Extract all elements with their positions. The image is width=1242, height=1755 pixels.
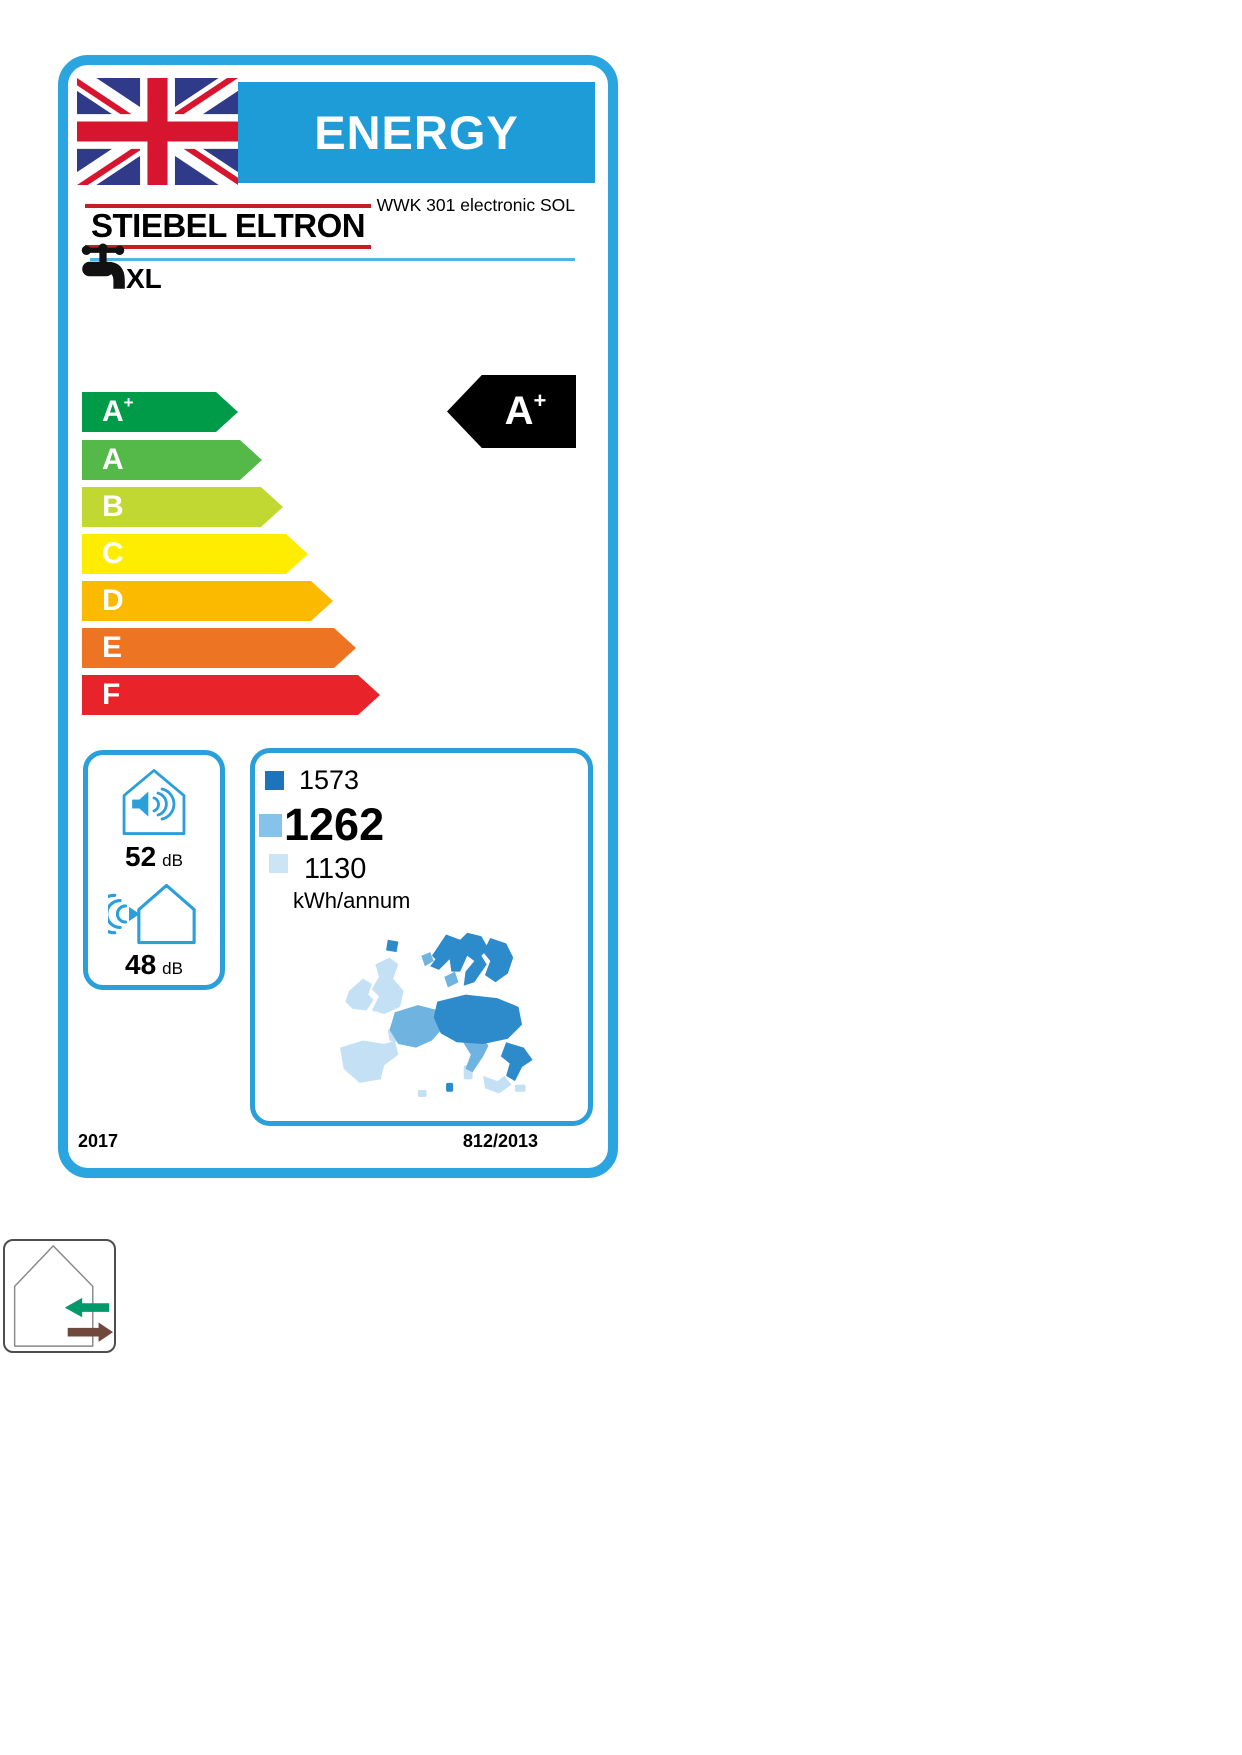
scale-letter: E	[102, 631, 123, 664]
consumption-value: 1130	[304, 853, 367, 885]
outdoor-db-unit: dB	[162, 959, 183, 978]
legend-swatch-light	[269, 854, 288, 873]
europe-map	[340, 932, 533, 1098]
energy-title: ENERGY	[314, 106, 519, 159]
header-divider	[90, 258, 575, 261]
house-energy-flow-icon	[3, 1239, 116, 1353]
brown-outflow-arrow	[67, 1322, 114, 1342]
rating-letter: A	[504, 389, 534, 433]
sound-power-indoor-icon	[122, 769, 186, 835]
scale-letter: F	[102, 678, 121, 711]
sound-power-box: 52 dB 48 dB	[83, 750, 225, 990]
scale-letter: A	[102, 443, 124, 476]
uk-flag-icon	[77, 78, 238, 185]
label-year: 2017	[78, 1131, 119, 1151]
legend-swatch-dark	[265, 771, 284, 790]
scale-letter: C	[102, 537, 124, 570]
consumption-row-average: 1262	[259, 799, 384, 851]
brand-logo: STIEBEL ELTRON	[85, 204, 372, 249]
outdoor-db: 48	[125, 949, 157, 980]
scale-arrow-f: F	[82, 675, 380, 715]
consumption-value: 1573	[299, 765, 360, 795]
rating-pointer: A +	[447, 375, 576, 448]
energy-label: ENERGY WWK 301 electronic SOL STIEBEL EL…	[58, 55, 618, 1178]
energy-banner: ENERGY	[238, 82, 595, 183]
scale-arrow-e: E	[82, 628, 356, 668]
consumption-box: 1573 1262 1130 kWh/annum	[250, 748, 593, 1126]
scale-arrow-a-plus: A +	[82, 392, 238, 432]
scale-arrow-c: C	[82, 534, 308, 574]
load-profile: XL	[126, 263, 162, 294]
regulation-number: 812/2013	[462, 1131, 538, 1151]
scale-letter-sup: +	[123, 393, 134, 412]
consumption-unit: kWh/annum	[293, 888, 411, 913]
consumption-row-cold: 1573	[265, 765, 359, 796]
scale-arrow-b: B	[82, 487, 283, 527]
legend-swatch-mid	[259, 813, 282, 837]
scale-letter: B	[102, 490, 124, 523]
consumption-value: 1262	[284, 799, 385, 850]
sound-power-outdoor-icon	[108, 883, 196, 945]
scale-arrow-a: A	[82, 440, 262, 480]
scale-letter: D	[102, 584, 124, 617]
outdoor-noise-value: 48 dB	[125, 949, 183, 981]
scale-letter: A	[102, 395, 124, 428]
indoor-db-unit: dB	[162, 851, 183, 870]
scale-arrow-d: D	[82, 581, 333, 621]
consumption-row-warm: 1130	[269, 853, 366, 886]
indoor-noise-value: 52 dB	[125, 841, 183, 873]
model-name: WWK 301 electronic SOL	[376, 195, 575, 215]
indoor-db: 52	[125, 841, 157, 872]
tap-icon	[80, 243, 126, 297]
rating-letter-sup: +	[533, 387, 547, 413]
uk-flag	[77, 78, 238, 185]
green-inflow-arrow	[64, 1297, 110, 1318]
